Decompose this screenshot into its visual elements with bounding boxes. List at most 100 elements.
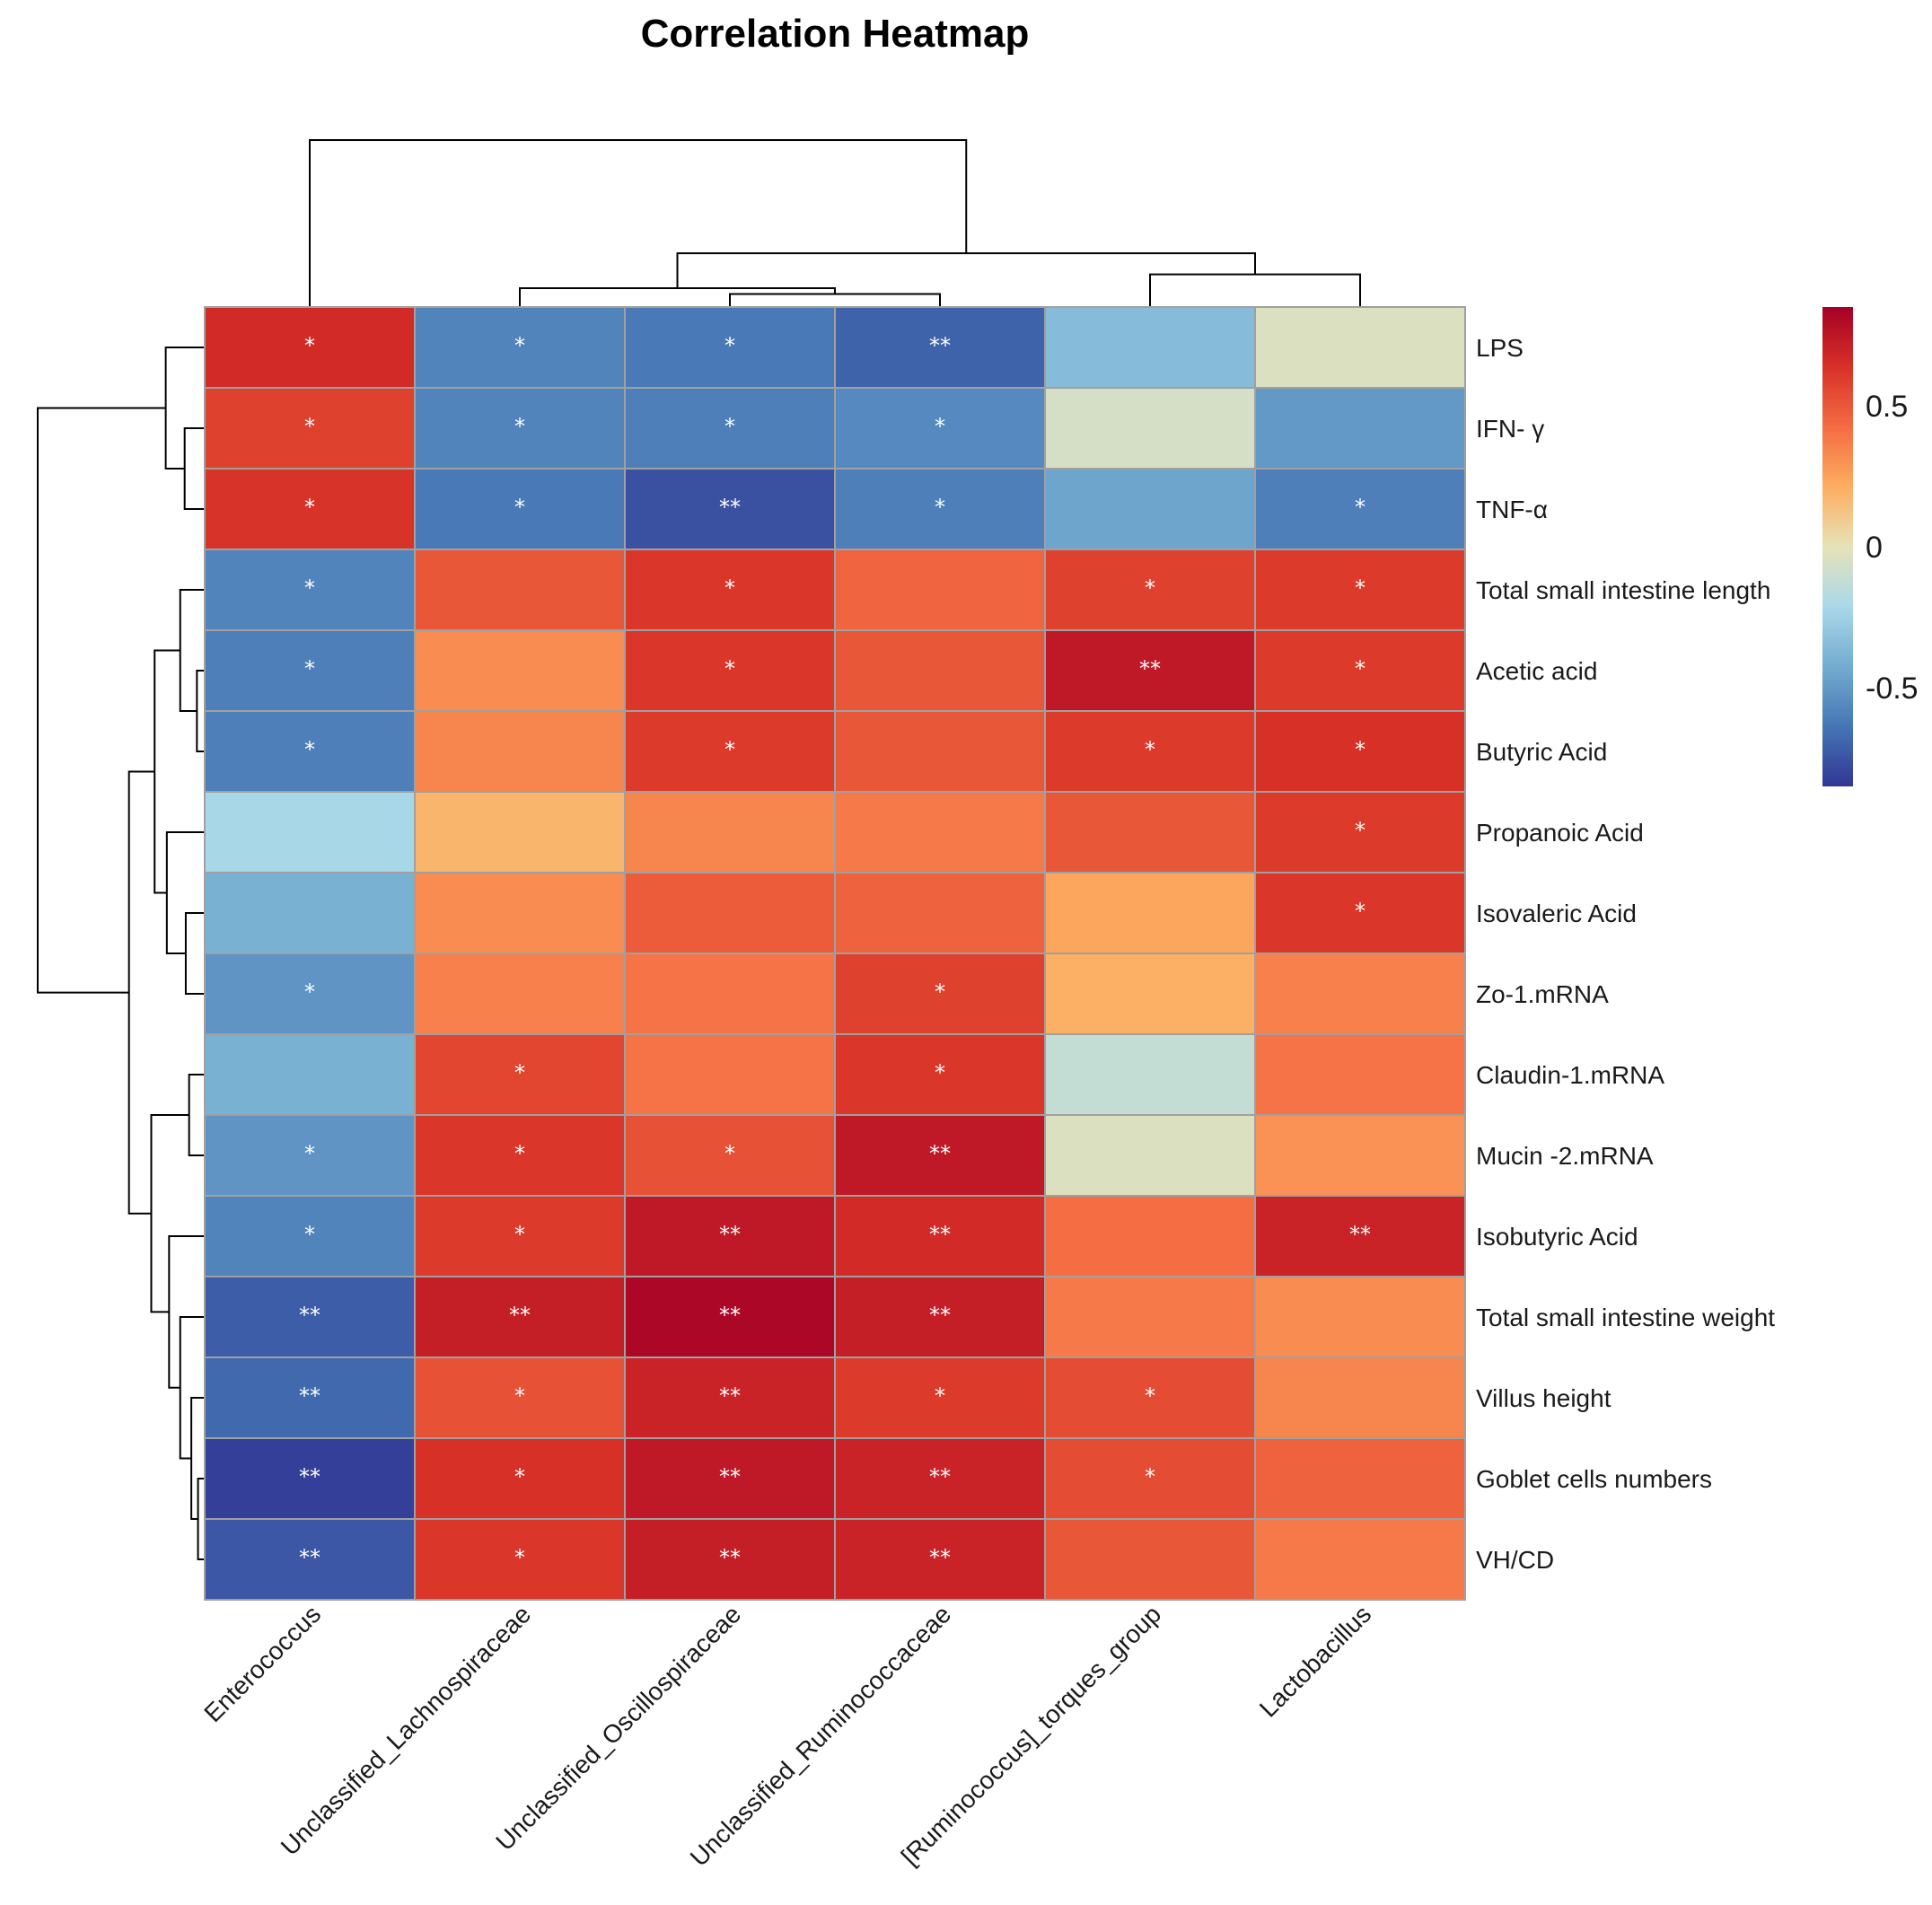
- row-label: Claudin-1.mRNA: [1476, 1061, 1664, 1089]
- significance-mark: **: [299, 1303, 321, 1328]
- significance-mark: *: [514, 1464, 525, 1489]
- dendrogram-link: [197, 1478, 205, 1560]
- column-label: [Ruminococcus]_torques_group: [896, 1600, 1166, 1870]
- significance-marks: * * * *** * * ** * ** * ** * * ** * ** ** * * **** ** ** * * ***…: [299, 333, 1371, 1570]
- dendrogram-link: [1149, 273, 1361, 307]
- heatmap-cell: [834, 629, 1046, 712]
- row-label: Isobutyric Acid: [1476, 1223, 1638, 1251]
- row-label: Goblet cells numbers: [1476, 1465, 1712, 1493]
- heatmap-cell: [624, 1114, 836, 1197]
- significance-mark: **: [929, 1303, 951, 1328]
- dendrogram-link: [519, 286, 836, 307]
- significance-mark: **: [929, 1222, 951, 1247]
- heatmap-cell: [624, 791, 836, 873]
- significance-mark: **: [1139, 656, 1161, 681]
- dendrogram-link: [196, 670, 205, 752]
- row-label: Total small intestine weight: [1476, 1304, 1775, 1331]
- heatmap-cell: [204, 952, 416, 1035]
- dendrogram-link: [309, 139, 968, 307]
- significance-mark: **: [719, 1383, 741, 1409]
- heatmap-cell: [1044, 1437, 1256, 1520]
- significance-mark: *: [724, 414, 735, 439]
- column-label: Enterococcus: [198, 1600, 326, 1727]
- significance-mark: *: [514, 1141, 525, 1166]
- row-label: Butyric Acid: [1476, 738, 1607, 766]
- heatmap-cell: [1254, 1437, 1466, 1520]
- significance-mark: **: [1349, 1222, 1371, 1247]
- significance-mark: *: [935, 1383, 945, 1409]
- significance-mark: *: [1355, 818, 1366, 843]
- significance-mark: **: [929, 1464, 951, 1489]
- heatmap-cell: [414, 710, 626, 793]
- significance-mark: *: [1355, 899, 1366, 924]
- significance-mark: *: [304, 737, 315, 762]
- heatmap-cell: [1044, 387, 1256, 470]
- column-labels: EnterococcusUnclassified_Lachnospiraceae…: [198, 1600, 1376, 1872]
- heatmap-cell: [1044, 1518, 1256, 1601]
- row-label: IFN- γ: [1476, 415, 1544, 443]
- heatmap-cell: [204, 387, 416, 470]
- heatmap-cell: [1044, 1195, 1256, 1277]
- heatmap-cell: [624, 872, 836, 954]
- significance-mark: *: [935, 1060, 945, 1085]
- heatmap-cell: [1044, 1356, 1256, 1439]
- row-label: Mucin -2.mRNA: [1476, 1142, 1654, 1170]
- heatmap-cell: [1254, 872, 1466, 954]
- dendrogram-link: [179, 1316, 205, 1460]
- heatmap-cell: [624, 1195, 836, 1277]
- heatmap-cell: [1254, 629, 1466, 712]
- color-legend: 0.5 0 -0.5: [1822, 307, 1919, 786]
- row-label: Isovaleric Acid: [1476, 900, 1637, 927]
- significance-mark: *: [1145, 1464, 1155, 1489]
- significance-mark: *: [514, 1222, 525, 1247]
- row-label: VH/CD: [1476, 1546, 1554, 1574]
- row-label: Zo-1.mRNA: [1476, 980, 1609, 1008]
- heatmap-cell: [1254, 468, 1466, 550]
- heatmap-cell: [414, 1033, 626, 1116]
- dendrogram-link: [183, 427, 205, 510]
- significance-mark: **: [299, 1464, 321, 1489]
- heatmap-cell: [1044, 306, 1256, 389]
- heatmap-cell: [414, 952, 626, 1035]
- significance-mark: *: [514, 1060, 525, 1085]
- significance-mark: *: [514, 333, 525, 358]
- heatmap-cell: [1044, 710, 1256, 793]
- heatmap-cell: [204, 306, 416, 389]
- significance-mark: *: [304, 1222, 315, 1247]
- heatmap-cell: [1044, 549, 1256, 631]
- heatmap-cell: [204, 1356, 416, 1439]
- dendrogram-link: [168, 1235, 205, 1389]
- heatmap-cell: [1044, 1033, 1256, 1116]
- legend-tick-label: 0: [1866, 531, 1883, 565]
- heatmap-cell: [414, 1356, 626, 1439]
- heatmap-border: [204, 306, 1466, 1601]
- heatmap-cell: [1254, 710, 1466, 793]
- heatmap-cell: [1044, 468, 1256, 550]
- significance-mark: *: [724, 1141, 735, 1166]
- heatmap-cell: [1044, 1114, 1256, 1197]
- heatmap-cell: [204, 1276, 416, 1358]
- column-label: Lactobacillus: [1254, 1600, 1376, 1722]
- significance-mark: **: [719, 1464, 741, 1489]
- significance-mark: *: [724, 333, 735, 358]
- significance-mark: *: [1355, 656, 1366, 681]
- column-dendrogram: [309, 139, 1361, 307]
- heatmap-cell: [1254, 791, 1466, 873]
- significance-mark: **: [719, 1222, 741, 1247]
- significance-mark: **: [929, 333, 951, 358]
- significance-mark: **: [719, 1545, 741, 1570]
- dendrogram-link: [188, 1074, 205, 1156]
- dendrogram-link: [37, 407, 166, 994]
- significance-mark: *: [304, 495, 315, 520]
- significance-mark: *: [724, 575, 735, 601]
- row-label: Propanoic Acid: [1476, 819, 1644, 847]
- column-label: Unclassified_Oscillospiraceae: [490, 1600, 746, 1856]
- heatmap-cell: [834, 1276, 1046, 1358]
- heatmap-cell: [414, 872, 626, 954]
- significance-mark: *: [1145, 1383, 1155, 1409]
- heatmap-cell: [1254, 549, 1466, 631]
- row-labels: LPS IFN- γ TNF-α Total small intestine leng…: [1476, 334, 1775, 1574]
- heatmap-cell: [624, 1437, 836, 1520]
- significance-mark: **: [719, 495, 741, 520]
